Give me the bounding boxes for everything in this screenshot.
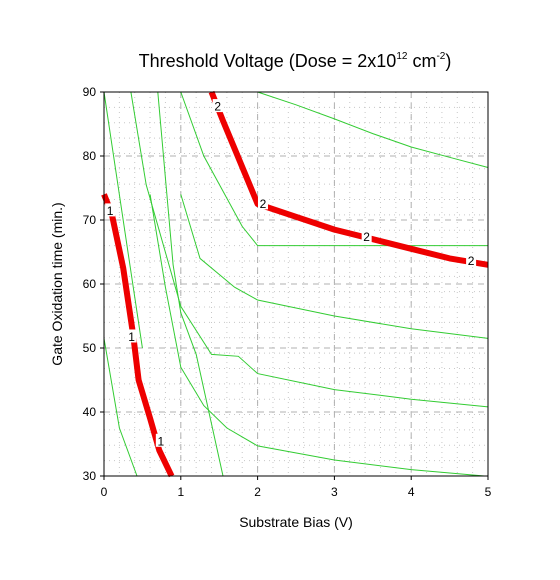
chart-title-close: ) — [445, 51, 451, 71]
contour-label-background — [155, 433, 166, 447]
chart-title-unit: cm — [407, 51, 436, 71]
contour-lines — [103, 91, 489, 477]
contour-line — [157, 91, 224, 477]
contour-label-2: 2 — [214, 100, 221, 114]
chart-title-exponent-2: -2 — [436, 51, 445, 62]
highlighted-contours: 1 1 1 2 2 2 2 — [101, 90, 489, 478]
contour-line — [103, 91, 143, 349]
plot-grid — [104, 92, 488, 476]
contour-label-background — [361, 229, 372, 243]
axis-ticks: 0 1 2 3 4 5 30 40 50 60 70 80 90 — [83, 85, 492, 499]
y-tick-label: 50 — [83, 341, 97, 355]
chart-title-exponent-1: 12 — [396, 51, 408, 62]
y-tick-label: 40 — [83, 405, 97, 419]
x-tick-label: 4 — [408, 485, 415, 499]
x-tick-label: 0 — [101, 485, 108, 499]
contour-line — [149, 194, 485, 477]
x-tick-label: 1 — [177, 485, 184, 499]
chart-title: Threshold Voltage (Dose = 2x1012 cm-2) — [139, 51, 452, 71]
contour-label-background — [105, 203, 116, 217]
contour-line — [180, 194, 489, 339]
y-tick-label: 70 — [83, 213, 97, 227]
contour-label-background — [126, 329, 137, 343]
x-axis-label: Substrate Bias (V) — [239, 514, 353, 530]
contour-line — [103, 338, 138, 477]
contour-label-background — [212, 99, 223, 113]
contour-label-2: 2 — [363, 230, 370, 244]
contour-label-1: 1 — [128, 330, 135, 344]
x-tick-label: 5 — [485, 485, 492, 499]
y-tick-label: 60 — [83, 277, 97, 291]
contour-label-2: 2 — [260, 197, 267, 211]
contour-line — [130, 91, 489, 408]
y-tick-label: 30 — [83, 469, 97, 483]
contour-label-background — [257, 196, 268, 210]
x-tick-label: 2 — [254, 485, 261, 499]
contour-label-2: 2 — [468, 254, 475, 268]
x-tick-label: 3 — [331, 485, 338, 499]
y-tick-label: 80 — [83, 149, 97, 163]
chart-title-main: Threshold Voltage (Dose = 2x10 — [139, 51, 397, 71]
contour-line — [180, 91, 488, 247]
contour-label-1: 1 — [107, 204, 114, 218]
contour-label-1: 1 — [157, 434, 164, 448]
y-tick-label: 90 — [83, 85, 97, 99]
contour-label-background — [466, 253, 477, 267]
contour-line — [257, 91, 489, 168]
y-axis-label: Gate Oxidation time (min.) — [49, 202, 65, 365]
contour-line-2 — [208, 90, 489, 268]
